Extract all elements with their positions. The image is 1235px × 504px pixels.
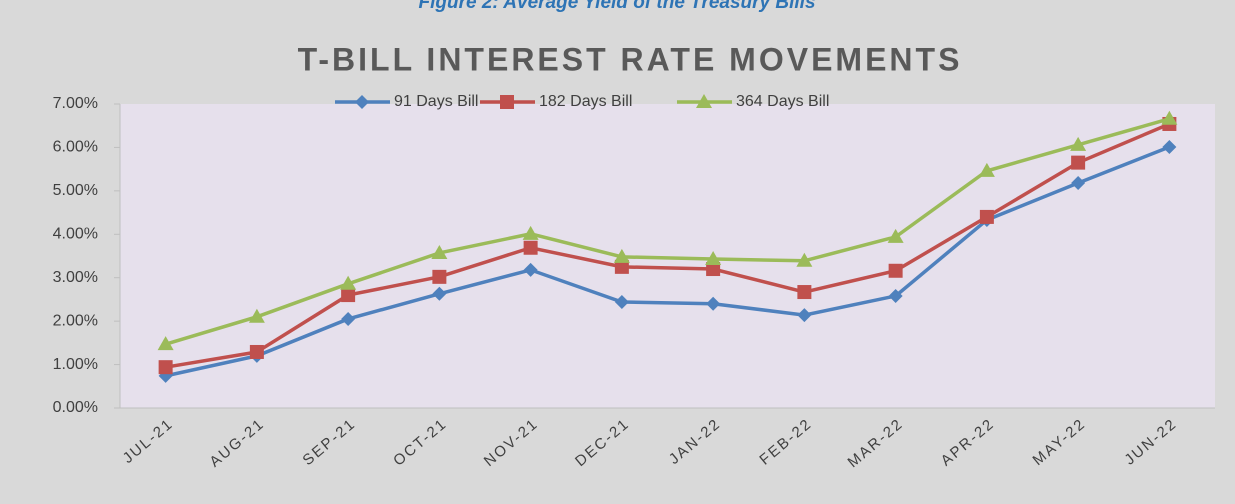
x-tick-label: DEC-21 xyxy=(572,415,633,470)
marker xyxy=(614,295,629,310)
x-tick-label: OCT-21 xyxy=(390,415,450,469)
y-tick-label: 1.00% xyxy=(53,356,98,373)
marker xyxy=(355,95,369,109)
marker xyxy=(158,360,173,375)
y-tick-label: 3.00% xyxy=(53,269,98,286)
marker xyxy=(1161,110,1178,125)
x-tick-label: APR-22 xyxy=(938,415,998,470)
series-line xyxy=(165,117,1170,346)
y-tick-label: 5.00% xyxy=(53,182,98,199)
legend-label: 182 Days Bill xyxy=(539,93,632,110)
series-line xyxy=(165,122,1171,369)
marker xyxy=(797,285,812,300)
y-tick-label: 7.00% xyxy=(53,95,98,112)
series-line xyxy=(165,145,1171,378)
marker xyxy=(1071,155,1086,170)
marker xyxy=(888,288,903,303)
marker xyxy=(248,308,265,323)
marker xyxy=(157,336,174,351)
y-tick-label: 0.00% xyxy=(53,399,98,416)
marker xyxy=(432,286,447,301)
marker xyxy=(1162,139,1177,154)
marker xyxy=(1070,136,1087,151)
x-tick-label: FEB-22 xyxy=(756,415,815,468)
x-tick-label: JAN-22 xyxy=(666,415,724,468)
y-tick-label: 6.00% xyxy=(53,139,98,156)
marker xyxy=(249,344,264,359)
x-tick-label: AUG-21 xyxy=(206,415,268,471)
marker xyxy=(696,94,712,108)
marker xyxy=(613,248,630,263)
y-tick-label: 4.00% xyxy=(53,226,98,243)
chart-title: T-BILL INTEREST RATE MOVEMENTS xyxy=(298,41,963,77)
marker xyxy=(706,296,721,311)
x-tick-label: MAR-22 xyxy=(844,415,906,471)
marker xyxy=(888,263,903,278)
marker xyxy=(796,252,813,267)
marker xyxy=(500,95,514,109)
marker xyxy=(341,311,356,326)
marker xyxy=(522,225,539,240)
marker xyxy=(523,262,538,277)
y-tick-label: 2.00% xyxy=(53,312,98,329)
marker xyxy=(340,275,357,290)
legend-label: 91 Days Bill xyxy=(394,93,478,110)
legend-label: 364 Days Bill xyxy=(736,93,829,110)
marker xyxy=(797,308,812,323)
marker xyxy=(978,162,995,177)
marker xyxy=(887,228,904,243)
x-tick-label: NOV-21 xyxy=(481,415,542,470)
x-tick-label: JUN-22 xyxy=(1121,415,1180,468)
plot-area xyxy=(120,104,1215,408)
marker xyxy=(614,259,629,274)
marker xyxy=(341,288,356,303)
marker xyxy=(979,209,994,224)
x-tick-label: JUL-21 xyxy=(120,415,177,467)
x-tick-label: MAY-22 xyxy=(1030,415,1090,469)
marker xyxy=(431,244,448,259)
marker xyxy=(705,251,722,266)
marker xyxy=(1071,176,1086,191)
caption: Figure 2: Average Yield of the Treasury … xyxy=(418,0,815,13)
x-tick-label: SEP-21 xyxy=(300,415,360,469)
marker xyxy=(706,262,721,277)
marker xyxy=(432,269,447,284)
marker xyxy=(523,240,538,255)
